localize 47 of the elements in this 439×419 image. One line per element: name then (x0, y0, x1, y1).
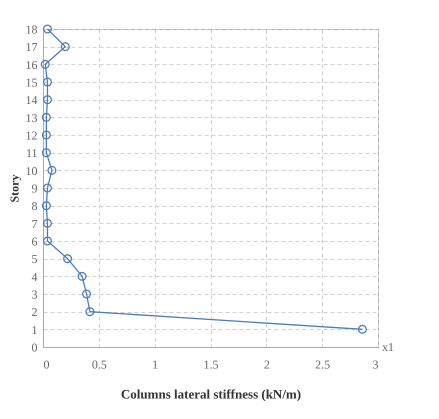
y-tick-label: 4 (32, 270, 38, 284)
y-tick-label: 14 (26, 93, 38, 108)
point (42, 95, 52, 104)
point (85, 307, 94, 316)
point (82, 289, 92, 299)
y-tick-label: 8 (32, 199, 38, 214)
point (42, 218, 52, 228)
y-tick-label: 13 (26, 110, 38, 125)
point (358, 324, 367, 334)
point (42, 24, 52, 34)
y-tick-label: 15 (26, 76, 38, 90)
x-tick-label: 3 (372, 358, 378, 372)
x-tick-label: 0 (44, 358, 50, 372)
point (63, 254, 72, 264)
point (42, 201, 51, 210)
x-axis-title: Columns lateral stiffness (kN/m) (120, 386, 302, 402)
y-tick-label: 11 (26, 146, 38, 160)
y-tick-label: 1 (32, 322, 38, 337)
point (42, 130, 51, 140)
y-tick-label: 16 (26, 58, 38, 72)
point (47, 166, 56, 175)
y-tick-label: 6 (32, 234, 38, 248)
y-tick-label: 17 (26, 40, 38, 54)
point (42, 236, 52, 246)
y-tick-label: 7 (32, 216, 38, 231)
point (42, 77, 52, 87)
x-tick-label: 2.5 (315, 358, 330, 372)
point (42, 148, 51, 158)
y-tick-label: 5 (32, 252, 38, 266)
point (78, 272, 87, 281)
point (40, 60, 50, 69)
y-tick-label: 2 (32, 305, 38, 320)
text: x1 (382, 340, 394, 354)
x-tick-label: 2 (264, 358, 270, 372)
point (60, 42, 70, 52)
y-tick-label: 3 (32, 288, 38, 302)
point (42, 112, 51, 122)
y-tick-label: 10 (26, 164, 38, 178)
y-tick-label: 9 (32, 182, 38, 196)
point (42, 183, 52, 193)
y-tick-label: 12 (26, 128, 38, 142)
y-tick-label: 0 (32, 340, 38, 354)
y-axis-title: Story (8, 174, 22, 202)
x-tick-label: 0.5 (92, 358, 107, 372)
x-tick-label: 1 (152, 358, 158, 372)
x-tick-label: 1.5 (204, 358, 218, 372)
y-tick-label: 18 (26, 22, 38, 36)
